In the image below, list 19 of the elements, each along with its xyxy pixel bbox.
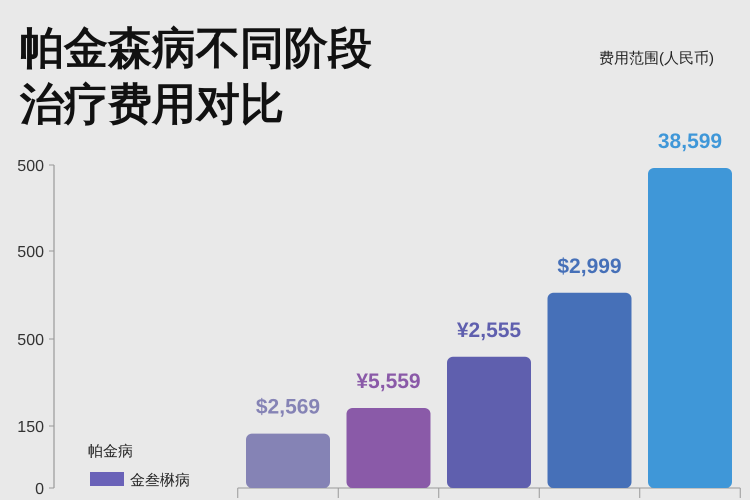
text: 0: [35, 481, 44, 498]
text: 费用范围(人民币): [599, 50, 714, 67]
text: 38,599: [658, 130, 722, 153]
bar: [346, 408, 430, 488]
annotation: ¥2,555: [456, 318, 522, 342]
bar: [447, 356, 531, 488]
legend-title: 帕金病: [88, 443, 133, 460]
legend-label: 金叁楙病: [130, 472, 190, 489]
annotation: ¥5,559: [356, 370, 421, 393]
bar: [648, 168, 732, 488]
text: 150: [17, 419, 44, 436]
text: 500: [17, 244, 44, 261]
annotation: $2,999: [557, 254, 622, 278]
text: 500: [17, 332, 44, 349]
text: 500: [17, 158, 44, 175]
bar: [246, 434, 330, 488]
annotation: $2,569: [256, 396, 320, 419]
bar: [548, 292, 632, 488]
chart-title: 帕金森病不同阶段治疗费用对比: [19, 24, 372, 129]
